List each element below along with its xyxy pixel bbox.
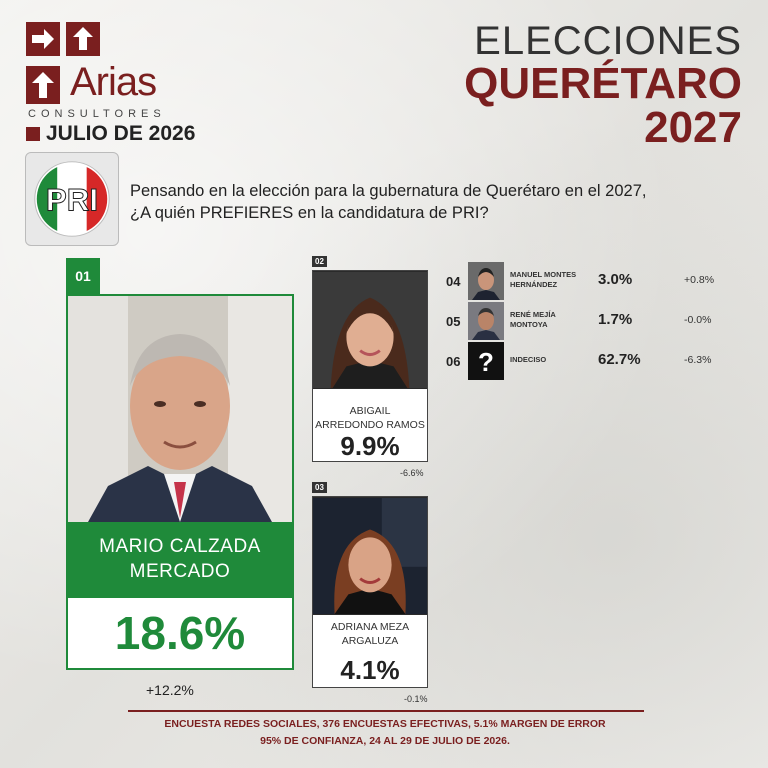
candidate-card-01: MARIO CALZADA MERCADO 18.6% [66, 294, 294, 670]
brand-name: Arias [70, 60, 157, 104]
arrow-right-icon [26, 22, 60, 56]
arrow-up-icon [66, 22, 100, 56]
list-item: 06 ? INDECISO 62.7% -6.3% [446, 342, 746, 382]
candidate-pct-04: 3.0% [598, 271, 633, 288]
title-line-2: QUERÉTARO [464, 59, 742, 108]
question-mark-icon: ? [468, 342, 504, 380]
svg-text:PRI: PRI [46, 183, 98, 218]
title-line-3: 2027 [644, 103, 742, 152]
candidate-name-03: ADRIANA MEZA ARGALUZA [330, 621, 410, 647]
survey-date: JULIO DE 2026 [26, 122, 195, 146]
candidate-delta-04: +0.8% [684, 274, 715, 286]
survey-question: Pensando en la elección para la gubernat… [130, 182, 647, 223]
candidate-name-05: RENÉ MEJÍA MONTOYA [510, 310, 556, 329]
candidate-name-02: ABIGAIL ARREDONDO RAMOS [315, 405, 425, 431]
arrow-up-small-icon [26, 66, 60, 104]
rank-tag-02: 02 [312, 256, 327, 267]
candidate-name-01: MARIO CALZADA MERCADO [68, 522, 292, 598]
page-title: ELECCIONES QUERÉTARO 2027 [464, 20, 742, 150]
candidate-pct-03: 4.1% [340, 655, 400, 685]
pri-logo-icon: PRI [25, 152, 119, 246]
candidate-pct-06: 62.7% [598, 351, 641, 368]
svg-text:?: ? [478, 347, 494, 377]
survey-methodology: ENCUESTA REDES SOCIALES, 376 ENCUESTAS E… [164, 718, 606, 747]
brand-subtitle: CONSULTORES [28, 108, 166, 120]
candidate-name-04: MANUEL MONTES HERNÁNDEZ [510, 270, 577, 289]
candidate-name-06: INDECISO [510, 355, 547, 364]
candidate-delta-02: -6.6% [400, 468, 424, 478]
candidate-photo-03 [313, 497, 427, 615]
candidate-delta-01: +12.2% [146, 682, 194, 698]
candidate-card-02: ABIGAIL ARREDONDO RAMOS 9.9% [312, 270, 428, 462]
square-bullet-icon [26, 127, 40, 141]
candidate-photo-05 [468, 302, 504, 340]
rank-tag-03: 03 [312, 482, 327, 493]
candidate-pct-01: 18.6% [114, 607, 246, 659]
candidate-pct-02: 9.9% [340, 431, 400, 461]
rank-tag-01: 01 [66, 258, 100, 294]
list-item: 05 RENÉ MEJÍA MONTOYA 1.7% -0.0% [446, 302, 746, 342]
title-line-1: ELECCIONES [474, 19, 742, 63]
candidate-photo-04 [468, 262, 504, 300]
arias-logo: Arias CONSULTORES JULIO DE 2026 [26, 22, 226, 146]
candidate-card-03: ADRIANA MEZA ARGALUZA 4.1% [312, 496, 428, 688]
footer-divider [128, 710, 644, 712]
list-item: 04 MANUEL MONTES HERNÁNDEZ 3.0% +0.8% [446, 262, 746, 302]
candidate-delta-05: -0.0% [684, 314, 712, 326]
candidate-delta-03: -0.1% [404, 694, 428, 704]
candidate-photo-02 [313, 271, 427, 389]
candidate-pct-05: 1.7% [598, 311, 633, 328]
candidate-photo-01 [68, 296, 292, 522]
candidate-delta-06: -6.3% [684, 354, 712, 366]
